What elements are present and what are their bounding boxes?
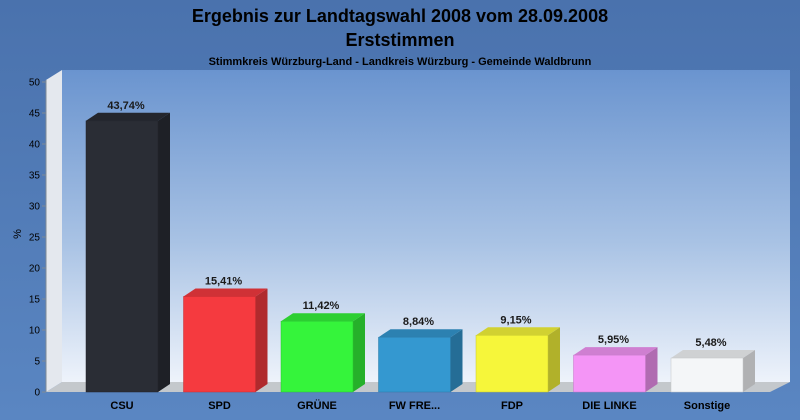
category-label: GRÜNE xyxy=(297,399,337,412)
y-tick-label: 10 xyxy=(29,326,41,337)
category-label: DIE LINKE xyxy=(582,400,636,412)
bar-series xyxy=(85,112,755,393)
plot-side-wall xyxy=(46,70,62,392)
bar-top xyxy=(378,329,463,338)
y-axis-label: % xyxy=(12,229,24,239)
bar-side xyxy=(255,288,268,392)
y-tick-label: 20 xyxy=(29,264,41,275)
bar-side xyxy=(743,350,755,392)
category-label: FW FRE... xyxy=(389,400,440,412)
y-tick-label: 25 xyxy=(29,233,41,244)
category-labels: CSU SPD GRÜNE FW FRE... FDP DIE LINKE Sonstige xyxy=(110,399,730,412)
bar-value-label: 5,48% xyxy=(695,337,726,349)
y-tick-label: 45 xyxy=(29,109,41,120)
bar-value-label: 8,84% xyxy=(403,316,434,328)
y-tick-label: 35 xyxy=(29,171,41,182)
bar xyxy=(573,354,646,393)
bar-value-label: 9,15% xyxy=(500,314,531,326)
bar xyxy=(280,320,354,393)
bar-side xyxy=(548,327,560,392)
y-tick-label: 5 xyxy=(34,357,40,368)
bar xyxy=(378,336,451,393)
category-label: CSU xyxy=(110,400,133,412)
bar-value-label: 43,74% xyxy=(107,100,145,112)
chart-title: Ergebnis zur Landtagswahl 2008 vom 28.09… xyxy=(192,6,608,26)
value-labels: 43,74% 15,41% 11,42% 8,84% 9,15% 5,95% 5,48% xyxy=(107,100,726,349)
bar-side xyxy=(450,329,463,392)
bar xyxy=(85,120,159,393)
bar xyxy=(183,296,256,393)
bar-side xyxy=(158,112,170,392)
bar xyxy=(475,335,549,393)
bar-top xyxy=(476,327,560,336)
y-tick-label: 0 xyxy=(34,388,40,399)
category-label: SPD xyxy=(208,400,231,412)
bar-top xyxy=(671,350,755,359)
bar-top xyxy=(281,313,365,322)
bar-value-label: 5,95% xyxy=(598,334,629,346)
bar-value-label: 15,41% xyxy=(205,275,243,287)
chart-title-line2: Erststimmen xyxy=(345,30,454,50)
y-tick-label: 15 xyxy=(29,295,41,306)
y-axis-ticks: 0 5 10 15 20 25 30 35 40 45 50 xyxy=(29,78,46,399)
category-label: Sonstige xyxy=(684,400,730,412)
bar-side xyxy=(353,313,365,392)
bar xyxy=(670,357,744,393)
category-label: FDP xyxy=(501,400,523,412)
bar-top xyxy=(86,112,170,121)
bar-top xyxy=(573,347,658,356)
bar-value-label: 11,42% xyxy=(303,300,340,312)
y-tick-label: 30 xyxy=(29,202,41,213)
bar-top xyxy=(183,288,268,297)
y-tick-label: 50 xyxy=(29,78,41,89)
bar-side xyxy=(645,347,658,392)
chart-subtitle: Stimmkreis Würzburg-Land - Landkreis Wür… xyxy=(209,56,592,68)
y-tick-label: 40 xyxy=(29,140,41,151)
